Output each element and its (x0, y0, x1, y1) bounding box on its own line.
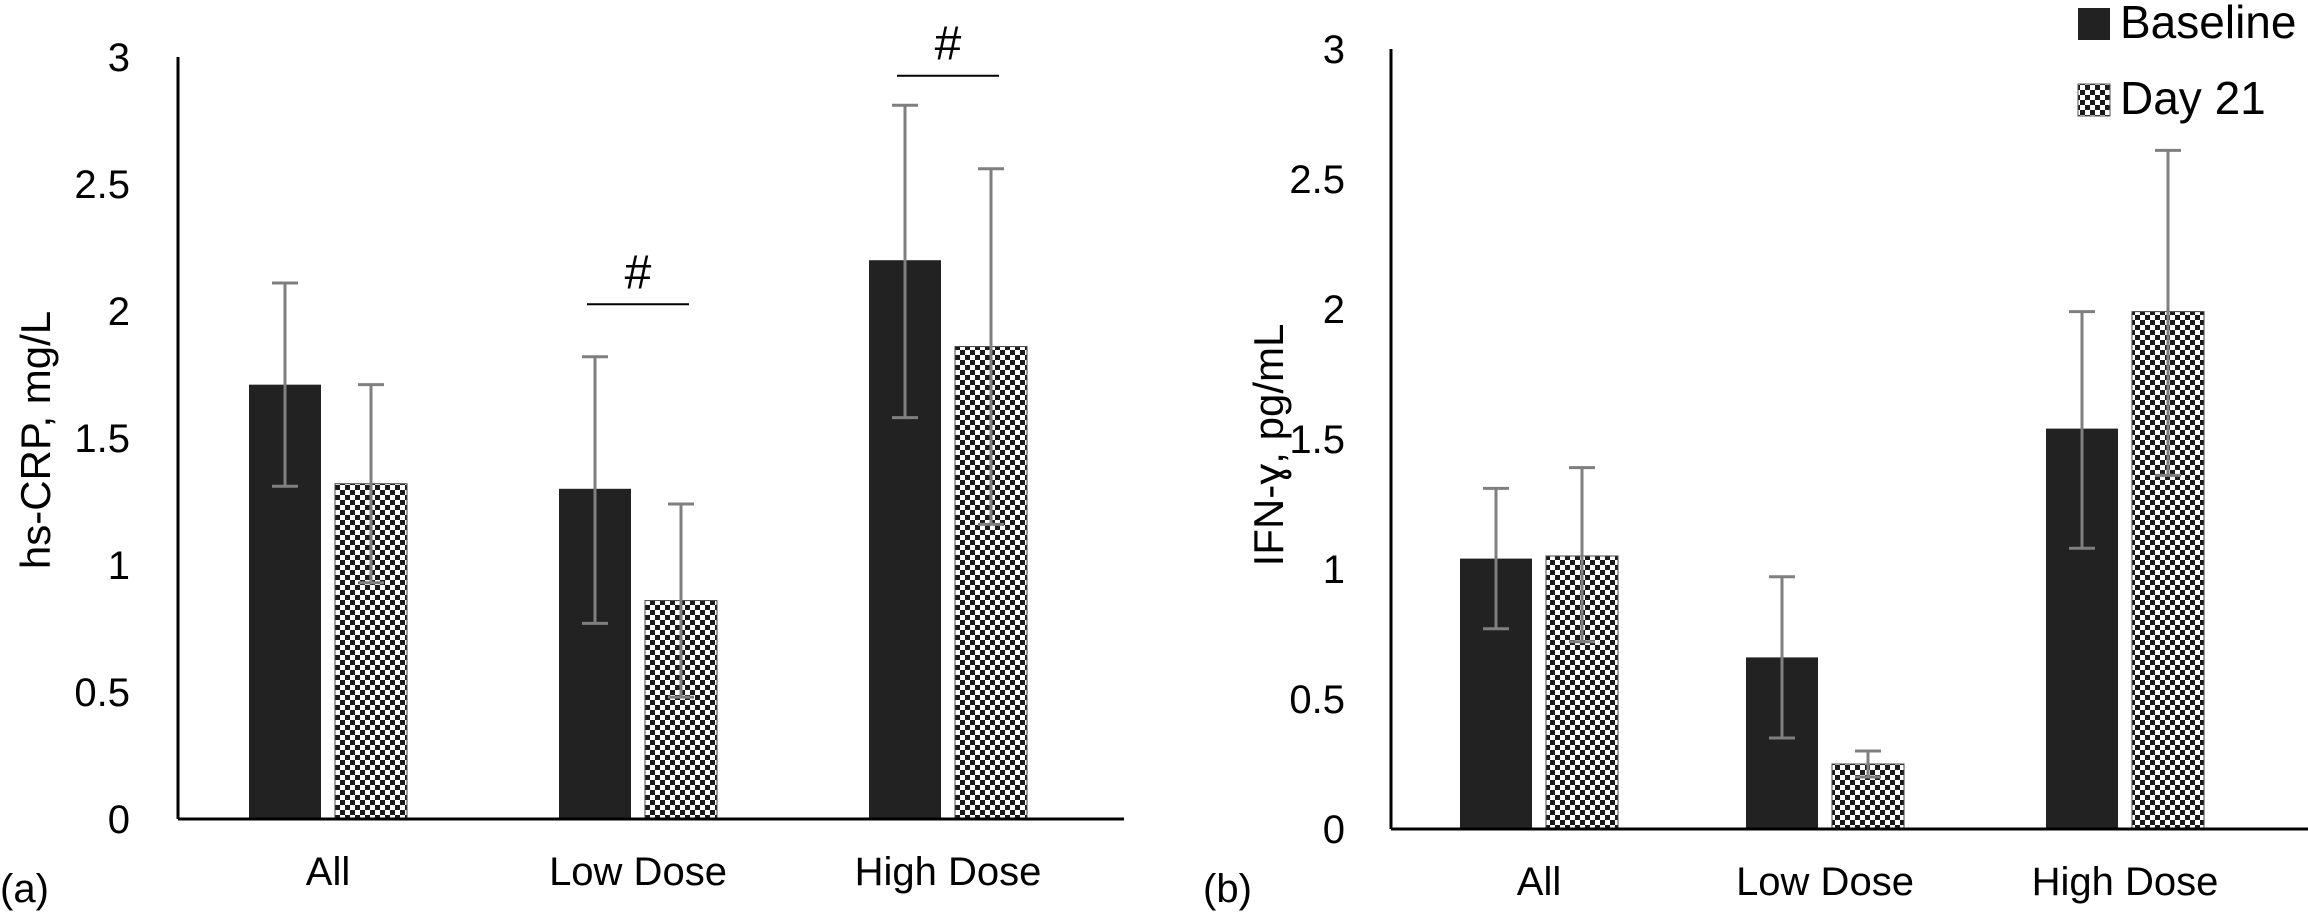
y-tick-label: 3 (108, 36, 130, 80)
panel-a-annotations: ## (587, 18, 999, 306)
x-tick-label: Low Dose (1736, 860, 1914, 904)
y-tick-label: 2.5 (74, 163, 130, 207)
panel-a: (a) hs-CRP, mg/L 00.511.522.53 ## All Low… (0, 18, 1124, 911)
panel-b: (b) IFN-ɣ, pg/mL 0 0.5 1 1.5 2 2.5 3 All Low Do… (1203, 28, 2308, 911)
y-tick-label: 1.5 (1289, 418, 1345, 462)
legend: Baseline Day 21 (2077, 0, 2296, 124)
panel-b-error-bars (1483, 148, 2181, 779)
panel-a-bars (249, 260, 1028, 820)
panel-a-y-axis-label: hs-CRP, mg/L (12, 311, 59, 569)
y-tick-label: 1 (1323, 548, 1345, 592)
significance-marker: # (935, 18, 962, 71)
legend-swatch-day21 (2077, 83, 2111, 117)
y-tick-label: 2.5 (1289, 158, 1345, 202)
panel-a-label: (a) (0, 867, 49, 911)
legend-swatch-baseline (2078, 8, 2110, 40)
x-tick-label: High Dose (2032, 860, 2219, 904)
x-tick-label: All (306, 850, 350, 894)
y-tick-label: 3 (1323, 28, 1345, 72)
panel-b-x-ticks: All Low Dose High Dose (1517, 860, 2219, 904)
legend-label-day21: Day 21 (2120, 72, 2266, 124)
panel-a-error-bars (272, 103, 1004, 699)
panel-a-x-ticks: All Low Dose High Dose (306, 850, 1042, 894)
y-tick-label: 0 (1323, 808, 1345, 852)
panel-b-bars (1460, 311, 2205, 830)
y-tick-label: 0 (108, 798, 130, 842)
y-tick-label: 1.5 (74, 417, 130, 461)
x-tick-label: Low Dose (549, 850, 727, 894)
x-tick-label: High Dose (855, 850, 1042, 894)
x-tick-label: All (1517, 860, 1561, 904)
significance-marker: # (625, 246, 652, 299)
legend-label-baseline: Baseline (2120, 0, 2296, 48)
panel-b-y-ticks: 0 0.5 1 1.5 2 2.5 3 (1289, 28, 1345, 852)
y-tick-label: 2 (1323, 288, 1345, 332)
panel-b-y-axis-label: IFN-ɣ, pg/mL (1245, 324, 1292, 567)
y-tick-label: 1 (108, 544, 130, 588)
y-tick-label: 0.5 (1289, 678, 1345, 722)
y-tick-label: 0.5 (74, 671, 130, 715)
panel-b-label: (b) (1203, 867, 1252, 911)
panel-a-y-ticks: 0 0.5 1 1.5 2 2.5 3 (74, 36, 130, 842)
y-tick-label: 2 (108, 290, 130, 334)
